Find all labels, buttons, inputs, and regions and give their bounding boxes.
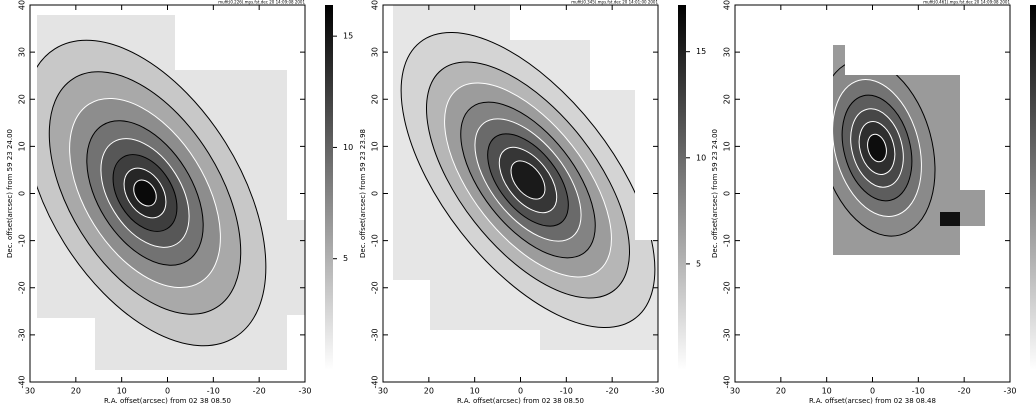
y-axis-label: Dec. offset(arcsec) from 59 23 24.00 (6, 129, 14, 258)
x-tick-label: 30 (25, 387, 35, 396)
x-tick-label: 20 (71, 387, 81, 396)
x-tick-label: -30 (1003, 387, 1016, 396)
y-tick-label: 0 (723, 191, 732, 196)
y-tick-label: -20 (723, 281, 732, 294)
x-tick-label: 10 (117, 387, 127, 396)
y-axis-label: Dec. offset(arcsec) from 59 23 23.98 (359, 129, 367, 258)
y-tick-label: -40 (723, 375, 732, 388)
x-tick-label: -10 (912, 387, 925, 396)
x-axis-label: R.A. offset(arcsec) from 02 38 08.50 (457, 397, 584, 405)
y-tick-label: 30 (18, 47, 27, 57)
colorbar-tick-label: 15 (696, 47, 706, 56)
y-tick-label: 30 (371, 47, 380, 57)
y-tick-label: -10 (723, 234, 732, 247)
colorbar (325, 5, 333, 370)
y-tick-label: -40 (18, 375, 27, 388)
x-tick-label: 30 (730, 387, 740, 396)
colorbar (1030, 5, 1036, 370)
y-tick-label: 20 (723, 94, 732, 104)
x-tick-label: -20 (606, 387, 619, 396)
x-axis-label: R.A. offset(arcsec) from 02 38 08.50 (104, 397, 231, 405)
colorbar-tick-label: 10 (696, 153, 706, 162)
y-axis-label: Dec. offset(arcsec) from 59 23 24.00 (711, 129, 719, 258)
colorbar-tick-label: 15 (343, 32, 353, 41)
colorbar-tick-label: 10 (343, 143, 353, 152)
y-tick-label: -10 (371, 234, 380, 247)
panel-header: mufit(0.461).mps.fst.dec 20 14:09:08 200… (923, 0, 1010, 5)
intensity-map (37, 15, 305, 370)
x-tick-label: -10 (207, 387, 220, 396)
x-axis-label: R.A. offset(arcsec) from 02 38 08.48 (809, 397, 936, 405)
y-tick-label: -40 (371, 375, 380, 388)
x-tick-label: 10 (470, 387, 480, 396)
colorbar (678, 5, 686, 370)
x-tick-label: -20 (253, 387, 266, 396)
x-tick-label: 30 (378, 387, 388, 396)
y-tick-label: -20 (371, 281, 380, 294)
x-tick-label: -30 (651, 387, 664, 396)
x-tick-label: 0 (870, 387, 875, 396)
y-tick-label: 10 (723, 141, 732, 151)
x-tick-label: 20 (424, 387, 434, 396)
intensity-map (393, 5, 658, 350)
y-tick-label: 0 (18, 191, 27, 196)
y-tick-label: 40 (371, 0, 380, 10)
y-tick-label: -20 (18, 281, 27, 294)
x-tick-label: -30 (298, 387, 311, 396)
x-tick-label: 20 (776, 387, 786, 396)
intensity-map (833, 45, 985, 255)
y-tick-label: -30 (18, 328, 27, 341)
y-tick-label: 10 (371, 141, 380, 151)
colorbar-tick-label: 5 (696, 259, 701, 268)
y-tick-label: 40 (18, 0, 27, 10)
y-tick-label: 30 (723, 47, 732, 57)
y-tick-label: 40 (723, 0, 732, 10)
panel-header: mufit(0.345).mps.fst.dec 20 14:01:00 200… (571, 0, 658, 5)
panel-header: mufit(0.226).mps.fst.dec 20 14:09:08 200… (218, 0, 305, 5)
y-tick-label: -30 (723, 328, 732, 341)
y-tick-label: -30 (371, 328, 380, 341)
y-tick-label: -10 (18, 234, 27, 247)
x-tick-label: -20 (958, 387, 971, 396)
x-tick-label: -10 (560, 387, 573, 396)
y-tick-label: 10 (18, 141, 27, 151)
y-tick-label: 20 (371, 94, 380, 104)
x-tick-label: 10 (822, 387, 832, 396)
x-tick-label: 0 (518, 387, 523, 396)
y-tick-label: 20 (18, 94, 27, 104)
x-tick-label: 0 (165, 387, 170, 396)
colorbar-tick-label: 5 (343, 254, 348, 263)
y-tick-label: 0 (371, 191, 380, 196)
